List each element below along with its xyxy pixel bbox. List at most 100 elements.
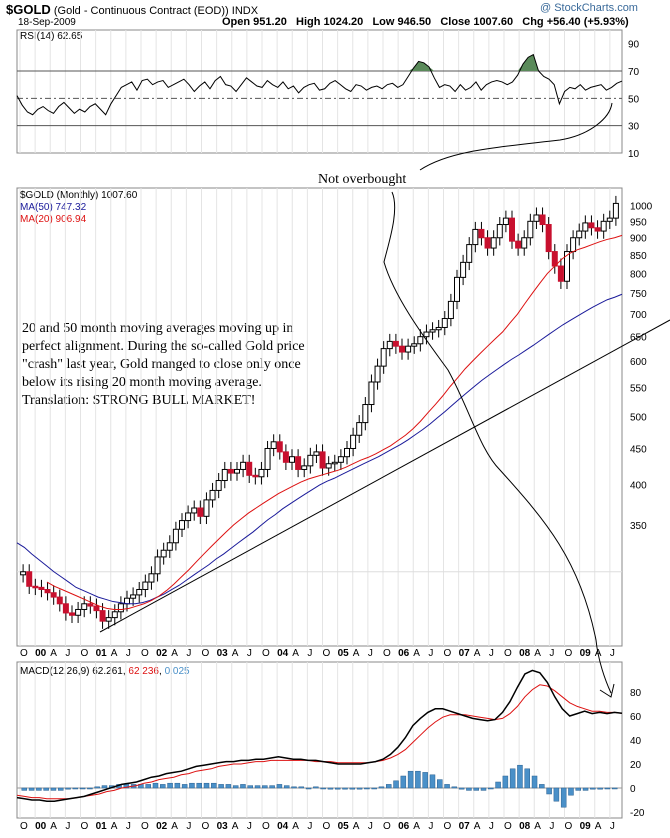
macd-title: MACD(12,26,9) 62.261, 62.236, 0.025: [20, 666, 190, 677]
price-candle: [20, 571, 27, 576]
macd-histogram-bar: [517, 764, 523, 789]
x-tick-label: 08: [519, 648, 531, 659]
price-y-tick: 1000: [630, 202, 653, 213]
x-tick-label: 02: [156, 821, 168, 832]
x-tick-label: O: [20, 648, 28, 659]
macd-histogram-bar: [21, 787, 28, 791]
price-candle: [515, 240, 522, 249]
price-candle: [87, 603, 94, 607]
macd-histogram-bar: [174, 782, 181, 789]
price-candle: [227, 468, 234, 474]
price-candle: [32, 585, 39, 589]
macd-histogram-bar: [94, 786, 100, 789]
macd-histogram-bar: [604, 787, 611, 790]
macd-histogram-bar: [65, 787, 71, 790]
chart-date: 18-Sep-2009: [18, 17, 76, 28]
macd-histogram-bar: [291, 786, 297, 789]
x-tick-label: J: [247, 648, 252, 659]
price-candle: [105, 617, 112, 622]
price-candle: [399, 345, 405, 353]
macd-histogram-bar: [87, 787, 93, 790]
macd-histogram-bar: [145, 784, 151, 789]
price-y-tick: 350: [630, 521, 647, 532]
trend-line: [99, 319, 670, 633]
macd-histogram-bar: [590, 787, 596, 790]
annotation-arrow-curve: [383, 191, 612, 694]
price-candle: [246, 461, 253, 476]
macd-y-tick: -20: [630, 808, 645, 819]
instrument-name: (Gold - Continuous Contract (EOD)): [53, 5, 229, 17]
price-candle: [386, 340, 393, 350]
x-tick-label: J: [126, 648, 131, 659]
macd-histogram-bar: [473, 787, 479, 791]
macd-histogram-bar: [502, 775, 509, 789]
macd-histogram-bar: [524, 768, 530, 789]
x-tick-label: O: [20, 821, 28, 832]
price-y-tick: 650: [630, 333, 647, 344]
price-candle: [295, 456, 302, 470]
macd-histogram-bar: [451, 786, 458, 789]
not-overbought-note: Not overbought: [318, 172, 407, 187]
macd-histogram-bar: [371, 787, 377, 790]
price-candle: [557, 265, 564, 282]
rsi-y-tick: 70: [628, 67, 640, 78]
x-tick-label: 01: [96, 821, 108, 832]
x-tick-label: O: [504, 648, 512, 659]
x-tick-label: A: [171, 821, 178, 832]
macd-histogram-bar: [385, 784, 392, 789]
price-candle: [136, 588, 143, 596]
macd-histogram-bar: [480, 787, 487, 791]
price-candle: [484, 237, 491, 249]
rsi-overbought-fill: [17, 54, 622, 71]
ohlc-bar: Open 951.20 High 1024.20 Low 946.50 Clos…: [222, 16, 629, 28]
x-tick-label: A: [111, 648, 118, 659]
x-tick-label: J: [126, 821, 131, 832]
macd-histogram-bar: [218, 784, 224, 789]
macd-histogram-bar: [597, 787, 603, 790]
price-candle: [99, 610, 106, 622]
x-tick-label: A: [232, 821, 239, 832]
x-tick-label: J: [186, 648, 191, 659]
macd-histogram-bar: [305, 787, 312, 790]
price-candle: [44, 588, 51, 594]
macd-histogram-bar: [539, 784, 545, 789]
x-tick-label: O: [383, 821, 391, 832]
x-tick-label: O: [262, 821, 270, 832]
macd-histogram-bar: [560, 787, 567, 808]
macd-histogram-bar: [320, 787, 326, 790]
price-y-tick: 400: [630, 480, 647, 491]
x-tick-label: O: [504, 821, 512, 832]
price-candle: [356, 422, 363, 436]
x-tick-label: J: [549, 648, 554, 659]
price-candle: [490, 237, 497, 249]
price-y-tick: 550: [630, 383, 647, 394]
price-y-tick: 900: [630, 234, 647, 245]
macd-histogram-bar: [57, 787, 64, 791]
price-candle: [234, 468, 240, 474]
x-tick-label: 05: [338, 648, 350, 659]
x-tick-label: J: [65, 821, 70, 832]
price-candle: [411, 343, 418, 347]
price-candle: [417, 336, 424, 345]
macd-histogram-bar: [269, 785, 275, 789]
macd-histogram-bar: [378, 786, 385, 789]
macd-histogram-bar: [152, 782, 159, 789]
macd-histogram-bar: [50, 787, 57, 791]
price-candle: [588, 222, 595, 229]
price-candle: [344, 447, 350, 458]
x-tick-label: O: [565, 648, 573, 659]
ma20-legend: MA(20) 906.94: [20, 214, 87, 225]
price-candle: [289, 456, 295, 463]
price-candle: [117, 603, 124, 613]
price-candle: [130, 594, 137, 599]
macd-histogram-bar: [422, 772, 428, 789]
high-value: High 1024.20: [296, 16, 364, 28]
macd-histogram-bar: [160, 784, 166, 789]
hist-legend: 0.025: [164, 666, 190, 677]
price-candle: [160, 549, 167, 558]
price-candle: [441, 318, 448, 328]
x-tick-label: J: [65, 648, 70, 659]
price-candle: [264, 447, 271, 470]
annotation-arrowhead: [599, 683, 615, 698]
